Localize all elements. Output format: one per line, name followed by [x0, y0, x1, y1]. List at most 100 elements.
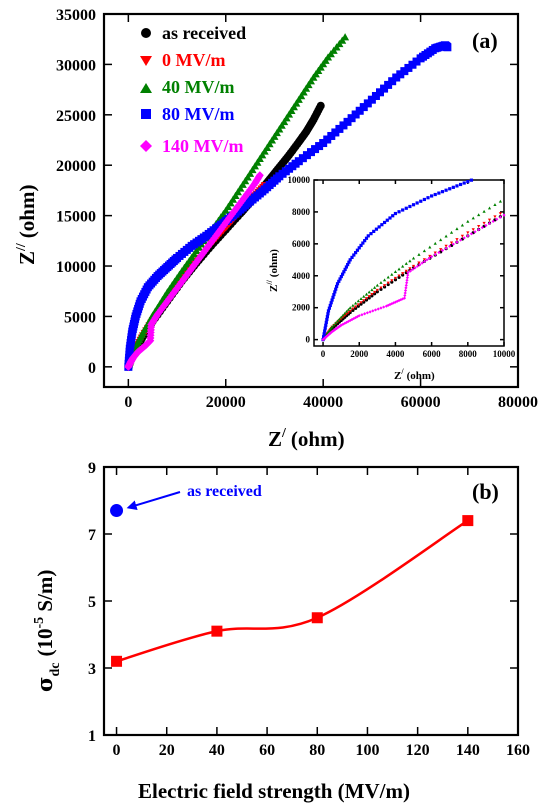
point-40-mv-m	[289, 103, 298, 111]
inset-point-140-mv-m	[427, 256, 431, 260]
panel-b-x-tick-label: 20	[159, 742, 175, 759]
inset-point-140-mv-m	[415, 264, 420, 268]
inset-point-40-mv-m	[439, 238, 443, 242]
inset-point-40-mv-m	[411, 256, 416, 260]
point-40-mv-m	[248, 165, 257, 174]
inset-point-0-mv-m	[493, 215, 497, 219]
inset-point-0-mv-m	[455, 238, 459, 241]
point-40-mv-m	[221, 206, 230, 214]
point-40-mv-m	[302, 84, 311, 92]
inset-point-40-mv-m	[466, 219, 470, 223]
inset-point-80-mv-m	[382, 220, 387, 225]
inset-point-140-mv-m	[376, 307, 380, 311]
inset-point-40-mv-m	[346, 308, 350, 311]
inset-point-40-mv-m	[433, 241, 437, 245]
inset-point-140-mv-m	[402, 296, 407, 300]
inset-point-140-mv-m	[480, 225, 484, 230]
inset-point-80-mv-m	[404, 206, 408, 210]
inset-point-80-mv-m	[397, 210, 401, 214]
inset-point-140-mv-m	[357, 314, 361, 318]
inset-point-40-mv-m	[362, 294, 366, 298]
inset-point-80-mv-m	[331, 295, 335, 299]
inset-point-140-mv-m	[325, 334, 329, 339]
inset-point-80-mv-m	[339, 274, 343, 279]
inset-point-140-mv-m	[437, 250, 441, 255]
inset-point-80-mv-m	[363, 239, 367, 243]
point-40-mv-m	[304, 80, 313, 89]
inset-point-80-mv-m	[350, 255, 354, 260]
inset-point-80-mv-m	[364, 236, 369, 240]
panel-b-plot-frame	[102, 465, 520, 737]
inset-point-80-mv-m	[440, 190, 445, 194]
inset-point-80-mv-m	[361, 241, 365, 245]
inset-point-140-mv-m	[368, 310, 372, 314]
inset-point-80-mv-m	[344, 265, 348, 269]
inset-point-40-mv-m	[335, 319, 340, 323]
legend-marker-40-mvm	[140, 83, 152, 93]
panel-b-y-axis-title: σdc(10-5 S/m)	[32, 570, 63, 692]
point-80-mv-m	[392, 73, 401, 82]
point-40-mv-m	[341, 33, 350, 41]
point-40-mv-m	[233, 188, 242, 196]
inset-point-40-mv-m	[382, 278, 387, 282]
inset-point-140-mv-m	[451, 242, 455, 246]
inset-x-tick-label: 10000	[493, 349, 516, 359]
panel-a-y-tick-label: 5000	[64, 309, 96, 326]
point-80-mv-m	[388, 77, 397, 86]
inset-point-40-mv-m	[370, 288, 374, 292]
inset-point-140-mv-m	[418, 262, 422, 267]
inset-point-40-mv-m	[356, 299, 360, 303]
inset-point-140-mv-m	[491, 219, 495, 223]
point-40-mv-m	[229, 195, 238, 203]
inset-y-tick-label: 2000	[292, 303, 311, 313]
panel-a-y-tick-label: 15000	[56, 209, 96, 226]
inset-point-0-mv-m	[367, 295, 371, 298]
inset-point-140-mv-m	[355, 315, 360, 319]
point-40-mv-m	[255, 154, 264, 163]
legend-entry-140-mvm: 140 MV/m	[140, 136, 243, 156]
series-140-mv-m	[124, 171, 264, 371]
legend-label-0-mvm: 0 MV/m	[162, 50, 225, 70]
point-80-mv-m	[359, 103, 368, 112]
point-80-mv-m	[355, 106, 364, 115]
inset-point-0-mv-m	[362, 299, 366, 303]
inset-point-80-mv-m	[324, 320, 328, 324]
inset-point-80-mv-m	[385, 218, 389, 222]
point-80-mv-m	[327, 131, 336, 140]
inset-point-80-mv-m	[326, 309, 331, 313]
inset-point-140-mv-m	[487, 221, 492, 226]
inset-point-40-mv-m	[341, 313, 345, 317]
inset-point-140-mv-m	[371, 309, 375, 313]
inset-point-40-mv-m	[493, 203, 497, 207]
point-40-mv-m	[231, 191, 240, 199]
inset-point-80-mv-m	[346, 262, 350, 267]
inset-point-40-mv-m	[379, 281, 383, 284]
inset-point-40-mv-m	[364, 292, 369, 296]
inset-point-80-mv-m	[348, 258, 352, 262]
panel-b-x-tick-label: 120	[406, 742, 430, 759]
inset-point-40-mv-m	[428, 245, 432, 249]
inset-point-140-mv-m	[399, 298, 403, 302]
inset-point-0-mv-m	[422, 258, 426, 262]
point-40-mv-m	[282, 114, 291, 122]
inset-point-140-mv-m	[477, 228, 481, 232]
inset-point-80-mv-m	[366, 234, 370, 238]
inset-point-80-mv-m	[323, 326, 327, 330]
inset-point-140-mv-m	[458, 238, 463, 242]
point-40-mv-m	[238, 180, 247, 188]
inset-point-80-mv-m	[355, 248, 360, 252]
inset-point-140-mv-m	[390, 302, 394, 306]
inset-point-140-mv-m	[382, 305, 386, 309]
panel-a-x-tick-label: 40000	[303, 394, 343, 411]
inset-point-140-mv-m	[466, 234, 470, 238]
inset-point-140-mv-m	[403, 293, 407, 298]
panel-a-label: (a)	[472, 28, 498, 53]
inset-point-80-mv-m	[322, 332, 326, 336]
inset-x-tick-label: 4000	[386, 349, 405, 359]
inset-point-140-mv-m	[397, 298, 401, 303]
inset-point-140-mv-m	[462, 236, 466, 240]
point-40-mv-m	[263, 143, 272, 151]
inset-point-80-mv-m	[430, 194, 434, 198]
inset-point-0-mv-m	[408, 267, 412, 271]
